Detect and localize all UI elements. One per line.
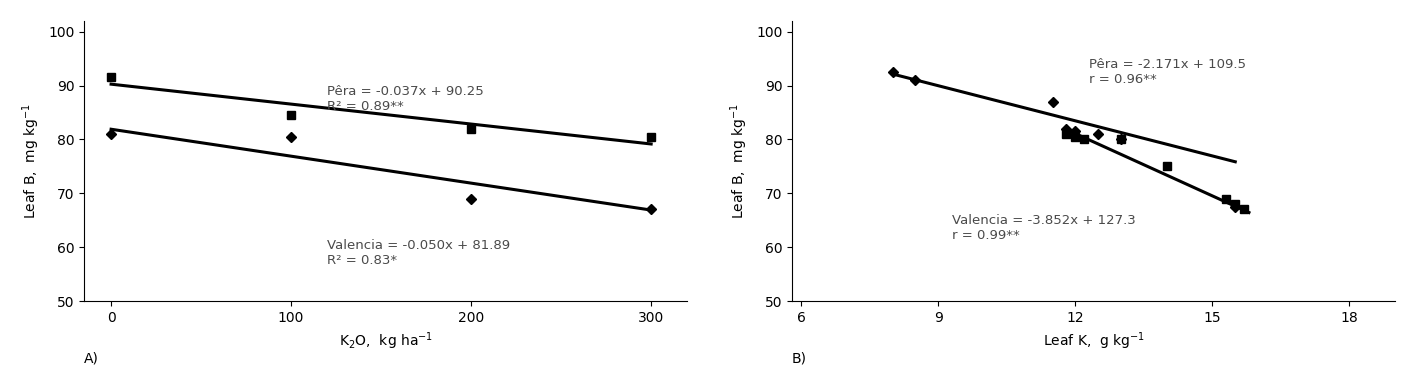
Y-axis label: Leaf B,  mg kg$^{-1}$: Leaf B, mg kg$^{-1}$	[21, 103, 42, 219]
Text: Valencia = -3.852x + 127.3
r = 0.99**: Valencia = -3.852x + 127.3 r = 0.99**	[952, 215, 1136, 242]
X-axis label: K$_2$O,  kg ha$^{-1}$: K$_2$O, kg ha$^{-1}$	[338, 330, 433, 352]
Text: Valencia = -0.050x + 81.89
R² = 0.83*: Valencia = -0.050x + 81.89 R² = 0.83*	[327, 239, 510, 267]
X-axis label: Leaf K,  g kg$^{-1}$: Leaf K, g kg$^{-1}$	[1042, 330, 1144, 352]
Text: Pêra = -0.037x + 90.25
R² = 0.89**: Pêra = -0.037x + 90.25 R² = 0.89**	[327, 85, 484, 113]
Y-axis label: Leaf B,  mg kg$^{-1}$: Leaf B, mg kg$^{-1}$	[729, 103, 750, 219]
Text: Pêra = -2.171x + 109.5
r = 0.96**: Pêra = -2.171x + 109.5 r = 0.96**	[1089, 58, 1246, 86]
Text: B): B)	[792, 351, 807, 365]
Text: A): A)	[84, 351, 99, 365]
